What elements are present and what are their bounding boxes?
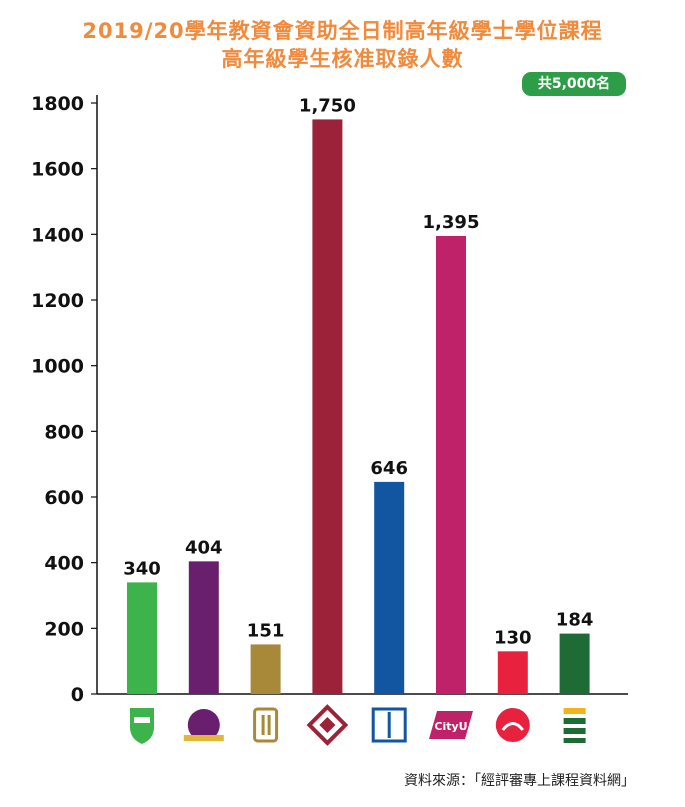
- chart-title-line1: 2019/20學年教資會資助全日制高年級學士學位課程: [82, 19, 603, 43]
- value-label: 340: [123, 558, 161, 579]
- category-icons: CityU: [130, 704, 586, 746]
- y-tick-label: 0: [71, 684, 84, 706]
- bar-hkust: [250, 644, 281, 694]
- hkbu-logo-icon: [563, 708, 586, 743]
- cuhk-crest-icon: [183, 709, 224, 741]
- bar-polyu: [312, 119, 343, 694]
- bars: [127, 119, 590, 694]
- svg-text:CityU: CityU: [434, 720, 467, 733]
- value-label: 151: [247, 620, 285, 641]
- source-note: 資料來源：「經評審專上課程資料網」: [404, 773, 635, 789]
- value-labels: 340 404 151 1,750 646 1,395 130 184: [123, 95, 593, 648]
- bar-hkbu: [559, 633, 590, 694]
- y-tick-label: 200: [44, 618, 84, 640]
- bar-hku: [127, 582, 157, 694]
- bar-cuhk: [188, 561, 219, 694]
- y-tick-label: 1200: [31, 290, 84, 312]
- value-label: 184: [556, 610, 594, 631]
- value-label: 1,750: [299, 95, 356, 116]
- y-tick-label: 1600: [31, 159, 84, 181]
- value-label: 404: [185, 537, 223, 558]
- y-tick-label: 400: [44, 553, 84, 575]
- bar-cityu: [436, 235, 466, 694]
- y-tick-label: 1800: [31, 93, 84, 115]
- chart-title-line2: 高年級學生核准取錄人數: [221, 47, 464, 71]
- y-tick-label: 800: [44, 421, 84, 443]
- bar-eduhk: [374, 481, 405, 694]
- bar-lingnanu: [497, 651, 528, 694]
- value-label: 130: [494, 627, 532, 648]
- total-badge: 共5,000名: [522, 72, 626, 96]
- y-axis: 0 200 400 600 800 1000 1200 1400 1600 1800: [31, 93, 628, 706]
- y-tick-label: 1400: [31, 224, 84, 246]
- cityu-logo-icon: CityU: [429, 711, 473, 739]
- lingnan-logo-icon: [495, 708, 530, 742]
- hkust-logo-icon: [253, 707, 279, 743]
- value-label: 1,395: [423, 212, 480, 233]
- hku-crest-icon: [130, 708, 154, 744]
- y-tick-label: 600: [44, 487, 84, 509]
- value-label: 646: [370, 458, 408, 479]
- edu-book-icon: [371, 707, 407, 743]
- y-tick-label: 1000: [31, 356, 84, 378]
- polyu-logo-icon: [306, 704, 349, 746]
